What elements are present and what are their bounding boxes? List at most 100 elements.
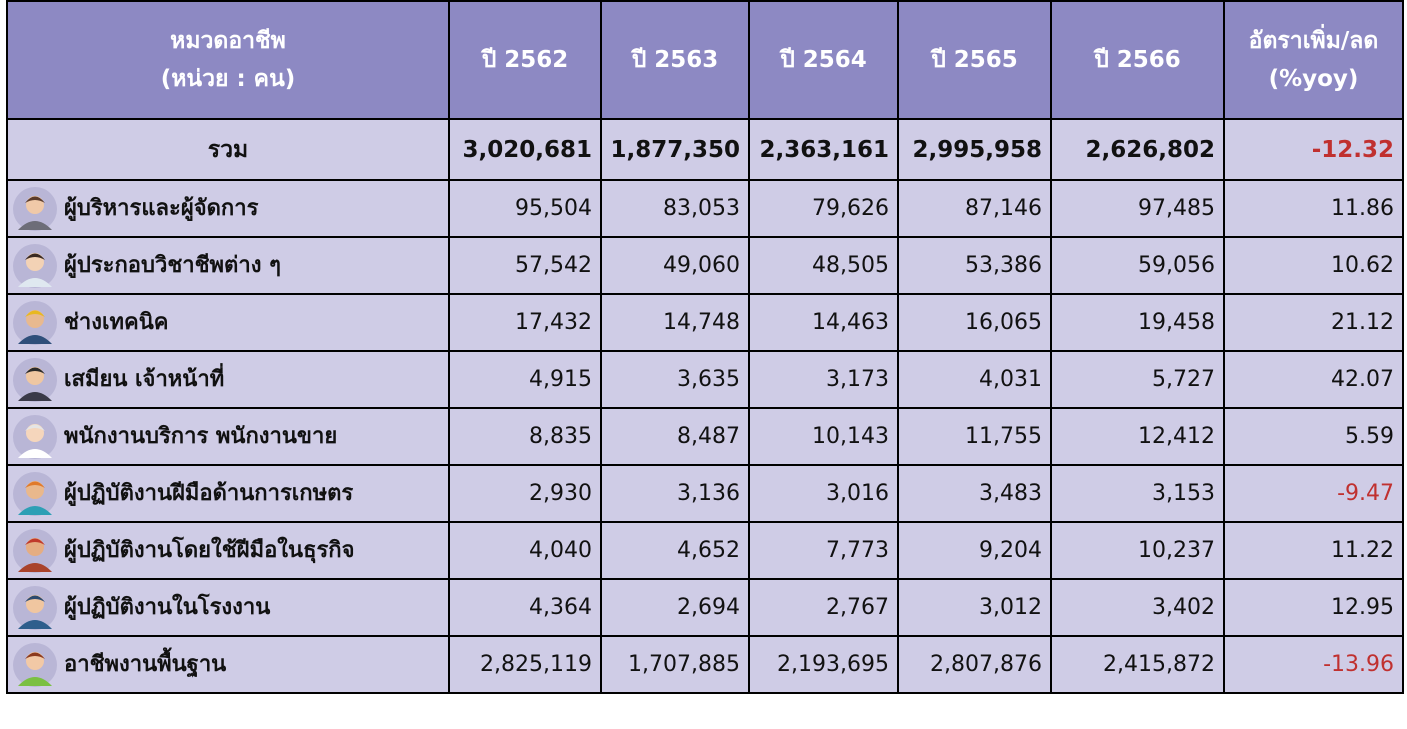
value-cell: 3,012 [897,578,1052,637]
label-cell: ผู้ปฏิบัติงานฝีมือด้านการเกษตร [6,464,450,523]
occupation-name: เสมียน เจ้าหน้าที่ [64,366,225,392]
value-cell: 3,173 [748,350,899,409]
cell-value: 19,458 [1138,310,1215,335]
value-cell: 4,040 [448,521,602,580]
value-cell: 2,767 [748,578,899,637]
header-text: (หน่วย : คน) [160,66,296,92]
total-value: 1,877,350 [600,118,750,181]
value-cell: 10,237 [1050,521,1225,580]
value-cell: -13.96 [1223,635,1404,694]
cell-value: 3,173 [826,367,889,392]
value-cell: 10.62 [1223,236,1404,295]
data-row: ผู้ปฏิบัติงานฝีมือด้านการเกษตร 2,930 3,136… [6,464,1404,523]
value-cell: 53,386 [897,236,1052,295]
value-cell: 87,146 [897,179,1052,238]
occupation-icon [13,585,57,630]
label-cell: อาชีพงานพื้นฐาน [6,635,450,694]
data-row: ผู้ประกอบวิชาชีพต่าง ๆ 57,542 49,060 48,505… [6,236,1404,295]
cell-value: 5,727 [1152,367,1215,392]
occupation-icon [13,471,57,516]
label-cell: ผู้บริหารและผู้จัดการ [6,179,450,238]
cell-value: 4,040 [529,538,592,563]
value-cell: 11.86 [1223,179,1404,238]
value-cell: 4,915 [448,350,602,409]
value-cell: 4,364 [448,578,602,637]
header-text: หมวดอาชีพ [170,28,286,54]
value-cell: 7,773 [748,521,899,580]
cell-value: 3,153 [1152,481,1215,506]
header-text: (%yoy) [1268,66,1359,92]
total-label: รวม [6,118,450,181]
cell-value: 53,386 [965,253,1042,278]
cell-value: 10,237 [1138,538,1215,563]
value-cell: 17,432 [448,293,602,352]
occupation-name: ผู้ประกอบวิชาชีพต่าง ๆ [64,252,281,278]
value-cell: 3,153 [1050,464,1225,523]
cell-value: 95,504 [515,196,592,221]
value-cell: 2,694 [600,578,750,637]
total-value: 2,626,802 [1050,118,1225,181]
cell-value: 48,505 [812,253,889,278]
cell-value: 21.12 [1331,310,1394,335]
value-cell: 3,483 [897,464,1052,523]
header-text: ปี 2564 [780,47,867,73]
occupation-name: ผู้ปฏิบัติงานในโรงงาน [64,594,271,620]
cell-value: 14,748 [663,310,740,335]
occupation-icon [13,528,57,573]
cell-value: 3,402 [1152,595,1215,620]
value-cell: 79,626 [748,179,899,238]
cell-value: 3,635 [677,367,740,392]
header-cell: ปี 2566 [1050,0,1225,120]
cell-value: 3,136 [677,481,740,506]
cell-value: 8,487 [677,424,740,449]
occupation-icon [13,357,57,402]
label-cell: ผู้ปฏิบัติงานโดยใช้ฝีมือในธุรกิจ [6,521,450,580]
header-text: ปี 2565 [931,47,1018,73]
value-cell: -9.47 [1223,464,1404,523]
cell-value: 79,626 [812,196,889,221]
value-cell: 11,755 [897,407,1052,466]
header-row: หมวดอาชีพ (หน่วย : คน) ปี 2562 ปี 2563 ปี 25… [6,0,1404,120]
label-cell: ผู้ประกอบวิชาชีพต่าง ๆ [6,236,450,295]
cell-value: 11.22 [1331,538,1394,563]
value-cell: 9,204 [897,521,1052,580]
value-cell: 8,835 [448,407,602,466]
cell-value: 2,694 [677,595,740,620]
table-body: รวม 3,020,681 1,877,350 2,363,161 2,995,958 2… [6,118,1404,694]
value-cell: 3,402 [1050,578,1225,637]
cell-value: 2,193,695 [777,652,889,677]
occupation-icon [13,414,57,459]
total-value: -12.32 [1223,118,1404,181]
value-cell: 19,458 [1050,293,1225,352]
occupation-name: ผู้ปฏิบัติงานฝีมือด้านการเกษตร [64,480,354,506]
value-cell: 3,016 [748,464,899,523]
data-row: อาชีพงานพื้นฐาน 2,825,119 1,707,885 2,193,6… [6,635,1404,694]
value-cell: 12,412 [1050,407,1225,466]
value-cell: 83,053 [600,179,750,238]
data-row: ช่างเทคนิค 17,432 14,748 14,463 16,065 19,458… [6,293,1404,352]
value-cell: 16,065 [897,293,1052,352]
value-cell: 8,487 [600,407,750,466]
data-row: เสมียน เจ้าหน้าที่ 4,915 3,635 3,173 4,031 5,… [6,350,1404,409]
value-cell: 57,542 [448,236,602,295]
cell-value: 3,012 [979,595,1042,620]
cell-value: 97,485 [1138,196,1215,221]
cell-value: 3,016 [826,481,889,506]
cell-value: 9,204 [979,538,1042,563]
value-cell: 42.07 [1223,350,1404,409]
data-row: ผู้ปฏิบัติงานในโรงงาน 4,364 2,694 2,767 3,01… [6,578,1404,637]
cell-value: 4,652 [677,538,740,563]
cell-value: 2,825,119 [480,652,592,677]
occupation-icon [13,186,57,231]
cell-value: -13.96 [1323,652,1394,677]
value-cell: 2,930 [448,464,602,523]
value-cell: 10,143 [748,407,899,466]
label-cell: พนักงานบริการ พนักงานขาย [6,407,450,466]
header-text: ปี 2566 [1094,47,1181,73]
value-cell: 21.12 [1223,293,1404,352]
cell-value: 49,060 [663,253,740,278]
value-cell: 1,707,885 [600,635,750,694]
cell-value: 14,463 [812,310,889,335]
value-cell: 5.59 [1223,407,1404,466]
